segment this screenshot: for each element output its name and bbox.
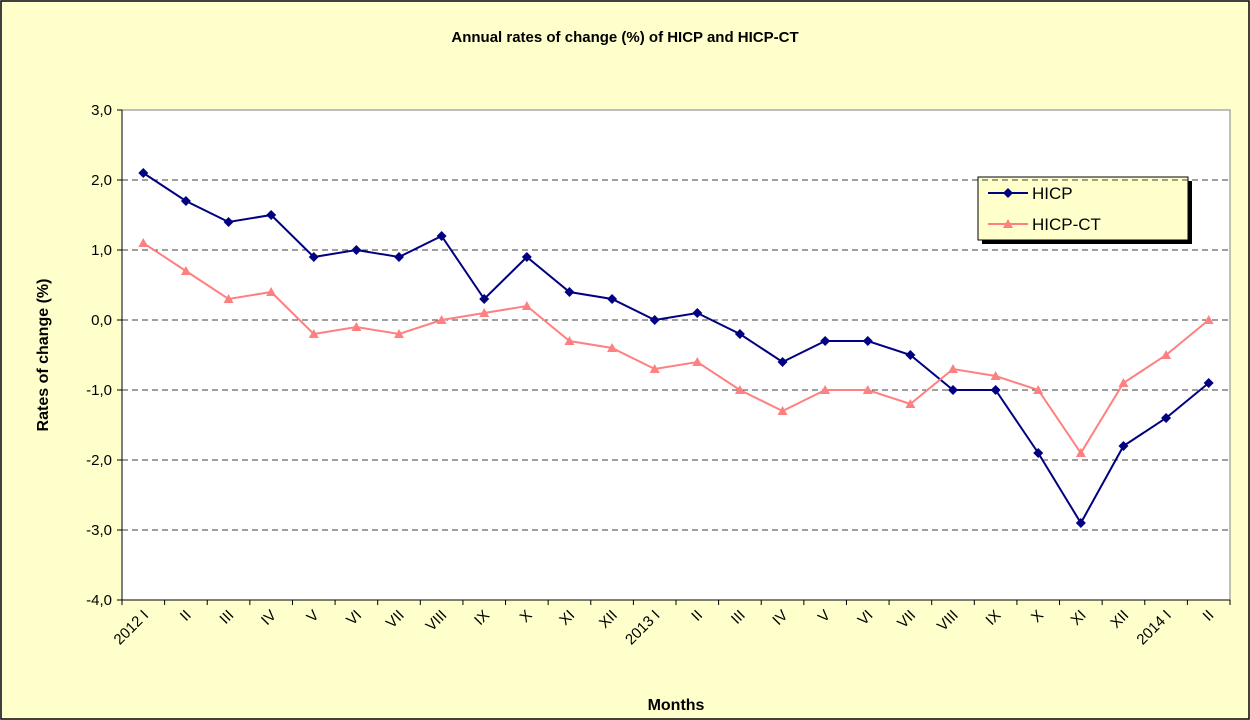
legend-label: HICP-CT [1032, 215, 1101, 234]
marker [820, 336, 831, 346]
marker [1118, 378, 1129, 387]
marker [308, 329, 319, 338]
marker [734, 329, 745, 339]
legend-marker [1003, 219, 1013, 228]
marker [564, 287, 575, 297]
legend-box [977, 176, 1189, 241]
marker [436, 315, 447, 324]
marker [948, 364, 958, 373]
marker [862, 385, 873, 394]
marker [180, 196, 191, 206]
marker [1161, 350, 1172, 359]
marker [607, 294, 618, 304]
marker [1118, 441, 1129, 451]
marker [138, 238, 149, 247]
y-tick-label: -3,0 [86, 522, 112, 539]
marker [351, 245, 362, 255]
marker [138, 168, 149, 178]
marker [862, 336, 873, 346]
marker [990, 385, 1001, 395]
marker [308, 252, 319, 262]
marker [905, 350, 916, 360]
marker [734, 385, 745, 394]
marker [521, 252, 532, 262]
chart-title: Annual rates of change (%) of HICP and H… [451, 29, 798, 46]
marker [607, 343, 618, 352]
y-tick-label: -4,0 [86, 592, 112, 609]
marker [948, 385, 958, 395]
marker [223, 217, 234, 227]
marker [777, 357, 788, 367]
marker [1203, 315, 1214, 324]
y-tick-label: 3,0 [91, 102, 112, 119]
marker [990, 371, 1001, 380]
marker [905, 399, 916, 408]
legend-marker [1003, 188, 1013, 198]
y-tick-label: 1,0 [91, 242, 112, 259]
marker [692, 308, 703, 318]
series-line [142, 172, 1210, 525]
series-line [142, 242, 1210, 455]
marker [223, 294, 234, 303]
marker [479, 294, 490, 304]
y-axis-label: Rates of change (%) [35, 279, 52, 432]
marker [266, 210, 277, 220]
marker [777, 406, 788, 415]
y-tick-label: 2,0 [91, 172, 112, 189]
marker [351, 322, 362, 331]
marker [820, 385, 831, 394]
y-tick-label: -2,0 [86, 452, 112, 469]
marker [479, 308, 490, 317]
y-tick-label: 0,0 [91, 312, 112, 329]
marker [1203, 378, 1214, 388]
marker [692, 357, 703, 366]
marker [1075, 518, 1086, 528]
x-axis-label: Months [648, 697, 705, 714]
marker [1161, 413, 1172, 423]
marker [266, 287, 277, 296]
marker [521, 301, 532, 310]
marker [180, 266, 191, 275]
marker [649, 315, 660, 325]
y-tick-label: -1,0 [86, 382, 112, 399]
legend-label: HICP [1032, 184, 1073, 203]
marker [564, 336, 575, 345]
marker [1075, 448, 1086, 457]
marker [649, 364, 660, 373]
legend: HICP HICP-CT [977, 176, 1192, 244]
marker [394, 329, 404, 338]
marker [1033, 448, 1044, 458]
marker [394, 252, 404, 262]
marker [1033, 385, 1044, 394]
marker [436, 231, 447, 241]
